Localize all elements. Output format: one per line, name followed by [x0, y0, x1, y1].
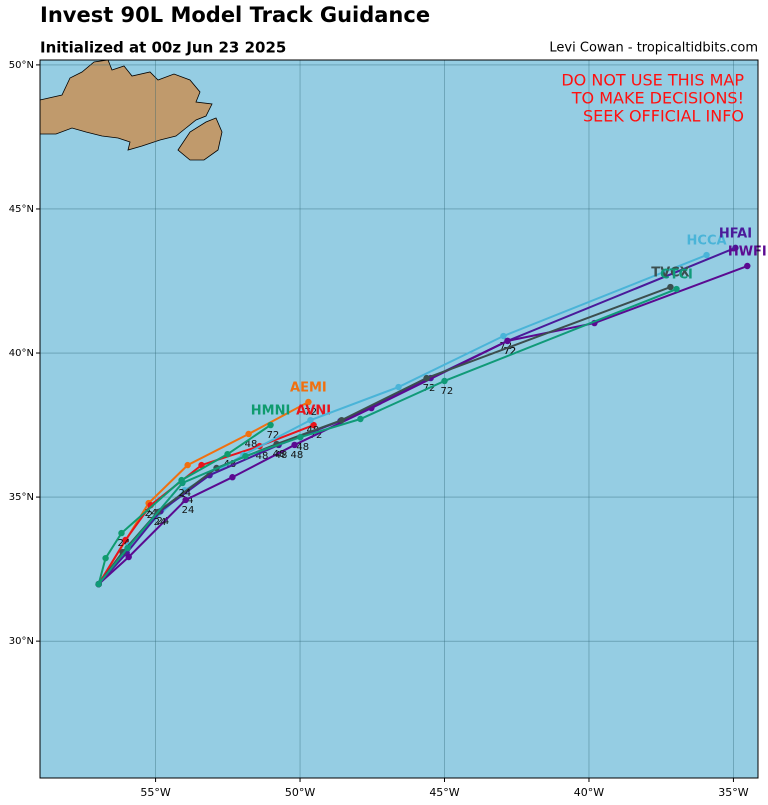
- warning-line: SEEK OFFICIAL INFO: [583, 107, 744, 126]
- track-point: [305, 398, 312, 406]
- track-point: [357, 415, 364, 423]
- hour-label: 48: [224, 459, 237, 470]
- track-point: [124, 544, 131, 552]
- tracks: 244872AEMI244872AVNI244872HMNI244872HCCA…: [95, 226, 767, 588]
- track-point: [125, 553, 132, 561]
- hour-label: 24: [117, 538, 130, 549]
- track-point: [229, 474, 236, 481]
- track-point: [500, 332, 507, 340]
- track-name: TVCX: [651, 266, 690, 281]
- hour-label: 24: [154, 517, 167, 528]
- hour-label: 48: [296, 442, 309, 453]
- track-point: [242, 452, 249, 460]
- track-point: [102, 554, 109, 562]
- warning-line: TO MAKE DECISIONS!: [571, 89, 744, 108]
- track-name: HFAI: [719, 226, 752, 241]
- track-name: HCCA: [687, 234, 727, 249]
- y-tick-label: 45°N: [9, 204, 34, 215]
- track-point: [307, 416, 314, 424]
- track-point: [732, 244, 739, 252]
- y-tick-label: 40°N: [9, 348, 34, 359]
- track-point: [198, 461, 205, 469]
- hour-label: 24: [182, 505, 195, 516]
- x-tick-label: 55°W: [140, 786, 170, 799]
- track-point: [95, 580, 102, 588]
- y-tick-label: 50°N: [9, 60, 34, 71]
- track-point: [504, 337, 511, 345]
- track-point: [267, 421, 274, 429]
- track-name: HWFI: [728, 245, 767, 260]
- hour-label: 24: [145, 508, 158, 519]
- x-tick-label: 35°W: [718, 786, 748, 799]
- x-tick-label: 40°W: [574, 786, 604, 799]
- track-name: CTCI: [660, 268, 693, 283]
- x-tick-label: 50°W: [285, 786, 315, 799]
- grid: 55°W 50°W 45°W 40°W 35°W 30°N 35°N 40°N 45°N 50°N: [9, 60, 758, 799]
- ocean: [40, 60, 758, 778]
- hour-label: 72: [267, 430, 280, 441]
- track-point: [118, 529, 125, 537]
- track-point: [441, 377, 448, 385]
- map-frame: [39, 59, 759, 779]
- track-name: AEMI: [290, 381, 327, 396]
- track-point: [179, 479, 186, 487]
- title: Invest 90L Model Track Guidance: [40, 3, 430, 27]
- track-line: [97, 288, 677, 585]
- track-name: HMNI: [251, 404, 291, 419]
- track-name: AVNI: [296, 404, 331, 419]
- hour-label: 72: [499, 341, 512, 352]
- hour-label: 72: [304, 407, 317, 418]
- hour-label: 24: [147, 510, 160, 521]
- track-point: [297, 433, 304, 441]
- track-point: [291, 441, 298, 449]
- hour-label: 48: [256, 451, 269, 462]
- track-point: [703, 251, 710, 259]
- track-point: [395, 383, 402, 391]
- subtitle: Initialized at 00z Jun 23 2025: [40, 39, 286, 57]
- track-point: [673, 285, 680, 293]
- track-line: [97, 424, 272, 585]
- y-tick-label: 30°N: [9, 636, 34, 647]
- track-point: [310, 421, 317, 429]
- hour-label: 72: [441, 386, 454, 397]
- hour-label: 48: [273, 449, 286, 460]
- hour-label: 48: [245, 439, 258, 450]
- track-point: [184, 461, 191, 469]
- credit: Levi Cowan - tropicaltidbits.com: [549, 41, 758, 56]
- x-tick-label: 45°W: [429, 786, 459, 799]
- track-point: [338, 416, 345, 424]
- track-point: [182, 496, 189, 504]
- track-point: [423, 374, 430, 382]
- track-point: [744, 262, 751, 270]
- track-point: [122, 536, 129, 544]
- track-point: [245, 430, 252, 438]
- hour-label: 24: [178, 488, 191, 499]
- y-tick-label: 35°N: [9, 492, 34, 503]
- hour-label: 48: [291, 450, 304, 461]
- hour-label: 48: [275, 450, 288, 461]
- track-point: [224, 450, 231, 458]
- warning-line: DO NOT USE THIS MAP: [561, 71, 744, 90]
- hour-label: 72: [503, 346, 516, 357]
- track-point: [667, 283, 674, 291]
- hour-label: 72: [503, 346, 516, 357]
